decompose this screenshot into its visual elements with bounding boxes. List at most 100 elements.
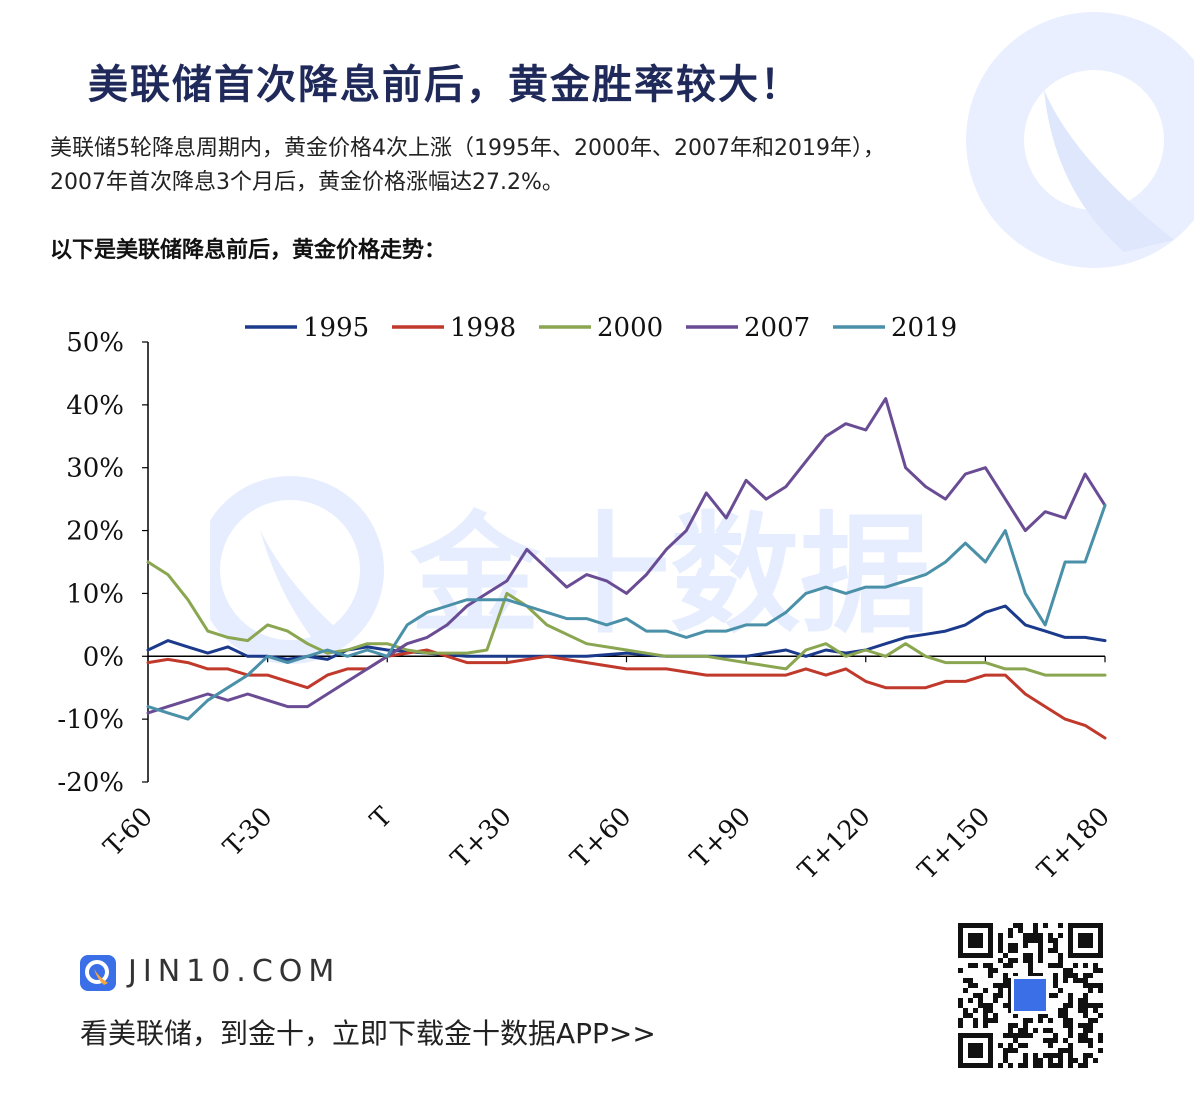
qr-module [1013, 973, 1018, 978]
qr-module [1048, 1018, 1053, 1023]
qr-module [1053, 993, 1058, 998]
qr-module [1083, 1008, 1088, 1013]
qr-module [1003, 978, 1008, 983]
qr-module [968, 1013, 973, 1018]
qr-module [1048, 933, 1053, 938]
qr-module [973, 1018, 978, 1023]
qr-module [998, 933, 1003, 938]
qr-module [1013, 1048, 1018, 1053]
qr-module [1078, 1008, 1083, 1013]
series-line-2019 [146, 503, 1107, 721]
qr-module [1063, 973, 1068, 978]
qr-module [1048, 963, 1053, 968]
qr-module [1028, 958, 1033, 963]
qr-module [1038, 1058, 1043, 1063]
qr-finder [968, 933, 983, 948]
qr-module [1058, 1008, 1063, 1013]
qr-module [1033, 973, 1038, 978]
download-cta[interactable]: 看美联储，到金十，立即下载金十数据APP>> [80, 1017, 656, 1050]
series-line-2000 [146, 560, 1107, 677]
qr-module [1058, 958, 1063, 963]
qr-module [1008, 1028, 1013, 1033]
qr-module [1043, 1053, 1048, 1058]
qr-module [1088, 1043, 1093, 1048]
qr-module [1093, 983, 1098, 988]
qr-module [1098, 1038, 1103, 1043]
qr-module [1068, 1028, 1073, 1033]
qr-module [998, 988, 1003, 993]
qr-module [1058, 1053, 1063, 1058]
qr-module [1058, 953, 1063, 958]
qr-module [1053, 938, 1058, 943]
qr-module [1023, 1063, 1028, 1068]
qr-module [1048, 1028, 1053, 1033]
corner-brand-logo [966, 12, 1194, 268]
y-tick-label: 10% [66, 579, 124, 609]
qr-module [1068, 1033, 1073, 1038]
qr-module [1018, 928, 1023, 933]
qr-module [1033, 1063, 1038, 1068]
qr-module [1043, 1028, 1048, 1033]
qr-module [1008, 1023, 1013, 1028]
qr-module [1068, 1043, 1073, 1048]
qr-module [1008, 983, 1013, 988]
qr-module [1068, 1018, 1073, 1023]
qr-module [1083, 1033, 1088, 1038]
site-url[interactable]: JIN10.COM [128, 954, 341, 989]
qr-module [1063, 1018, 1068, 1023]
qr-module [1008, 978, 1013, 983]
qr-module [1048, 1038, 1053, 1043]
qr-module [1028, 938, 1033, 943]
qr-module [1068, 1003, 1073, 1008]
qr-module [1018, 1033, 1023, 1038]
qr-module [1033, 938, 1038, 943]
qr-module [1013, 948, 1018, 953]
qr-module [978, 998, 983, 1003]
qr-module [1008, 1008, 1013, 1013]
qr-module [1088, 1023, 1093, 1028]
qr-module [1033, 1058, 1038, 1063]
qr-module [1048, 948, 1053, 953]
qr-module [1078, 1038, 1083, 1043]
qr-module [1083, 993, 1088, 998]
qr-module [1018, 1043, 1023, 1048]
qr-module [973, 1008, 978, 1013]
qr-module [1083, 1028, 1088, 1033]
qr-module [1033, 933, 1038, 938]
qr-module [1093, 1008, 1098, 1013]
series-line-2007 [146, 397, 1107, 715]
qr-code[interactable] [955, 922, 1105, 1068]
qr-module [1038, 948, 1043, 953]
qr-module [1053, 983, 1058, 988]
qr-module [978, 1003, 983, 1008]
qr-module [1008, 948, 1013, 953]
qr-module [1033, 1028, 1038, 1033]
description: 美联储5轮降息周期内，黄金价格4次上涨（1995年、2000年、2007年和20… [50, 132, 885, 200]
qr-module [1038, 1063, 1043, 1068]
qr-module [1008, 963, 1013, 968]
qr-module [1068, 1063, 1073, 1068]
qr-module [983, 1008, 988, 1013]
qr-module [1013, 1023, 1018, 1028]
qr-module [1008, 1003, 1013, 1008]
qr-module [1008, 1033, 1013, 1038]
qr-module [1073, 978, 1078, 983]
qr-module [1038, 1013, 1043, 1018]
qr-module [1083, 983, 1088, 988]
qr-module [1028, 963, 1033, 968]
x-tick-label: T+60 [565, 802, 637, 874]
y-tick-label: 20% [66, 517, 124, 547]
qr-module [963, 988, 968, 993]
qr-module [1098, 988, 1103, 993]
qr-module [1098, 1003, 1103, 1008]
qr-module [1028, 973, 1033, 978]
qr-module [1063, 978, 1068, 983]
qr-module [1013, 1013, 1018, 1018]
qr-module [1058, 933, 1063, 938]
x-tick-label: T-30 [218, 802, 279, 863]
qr-module [1028, 1018, 1033, 1023]
qr-module [958, 1018, 963, 1023]
chart-intro: 以下是美联储降息前后，黄金价格走势： [50, 238, 447, 263]
qr-module [1003, 1058, 1008, 1063]
qr-module [1048, 1053, 1053, 1058]
